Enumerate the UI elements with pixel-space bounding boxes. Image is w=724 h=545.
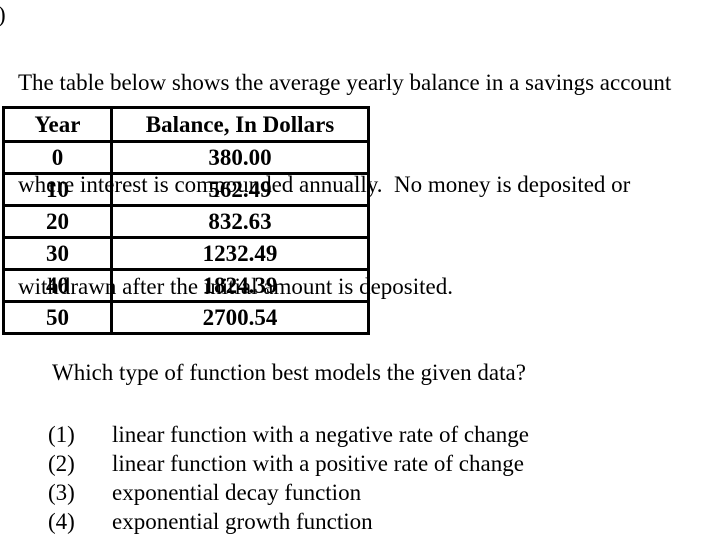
table-row: 50 2700.54 [2, 300, 370, 335]
choice-number: (4) [48, 509, 75, 534]
choice-text: exponential decay function [112, 480, 362, 505]
table-row: 0 380.00 [2, 140, 370, 175]
question-number-paren: ) [0, 0, 6, 32]
table-row: 40 1824.39 [2, 268, 370, 303]
problem-statement-line: The table below shows the average yearly… [18, 70, 672, 95]
table-row: 10 562.49 [2, 172, 370, 207]
choice-number: (3) [48, 480, 75, 505]
balance-cell: 1232.49 [110, 236, 370, 271]
column-header-year: Year [2, 106, 113, 143]
balance-cell: 380.00 [110, 140, 370, 175]
year-cell: 10 [2, 172, 113, 207]
choice-text: exponential growth function [112, 509, 373, 534]
table-row: 30 1232.49 [2, 236, 370, 271]
year-cell: 50 [2, 300, 113, 335]
choice-text: linear function with a positive rate of … [112, 451, 524, 476]
year-cell: 30 [2, 236, 113, 271]
choice-text: linear function with a negative rate of … [112, 422, 530, 447]
answer-choice: (3) exponential decay function [48, 478, 529, 507]
year-cell: 20 [2, 204, 113, 239]
answer-choice: (1) linear function with a negative rate… [48, 420, 529, 449]
year-cell: 40 [2, 268, 113, 303]
balance-cell: 1824.39 [110, 268, 370, 303]
choice-number: (2) [48, 451, 75, 476]
answer-choice: (4) exponential growth function [48, 507, 529, 536]
balance-table: Year Balance, In Dollars 0 380.00 10 562… [2, 106, 370, 335]
table-header-row: Year Balance, In Dollars [2, 106, 370, 143]
column-header-balance: Balance, In Dollars [110, 106, 370, 143]
balance-cell: 2700.54 [110, 300, 370, 335]
balance-cell: 832.63 [110, 204, 370, 239]
table-row: 20 832.63 [2, 204, 370, 239]
balance-cell: 562.49 [110, 172, 370, 207]
choice-number: (1) [48, 422, 75, 447]
answer-choices: (1) linear function with a negative rate… [48, 420, 529, 536]
question-text: Which type of function best models the g… [52, 360, 526, 385]
answer-choice: (2) linear function with a positive rate… [48, 449, 529, 478]
year-cell: 0 [2, 140, 113, 175]
